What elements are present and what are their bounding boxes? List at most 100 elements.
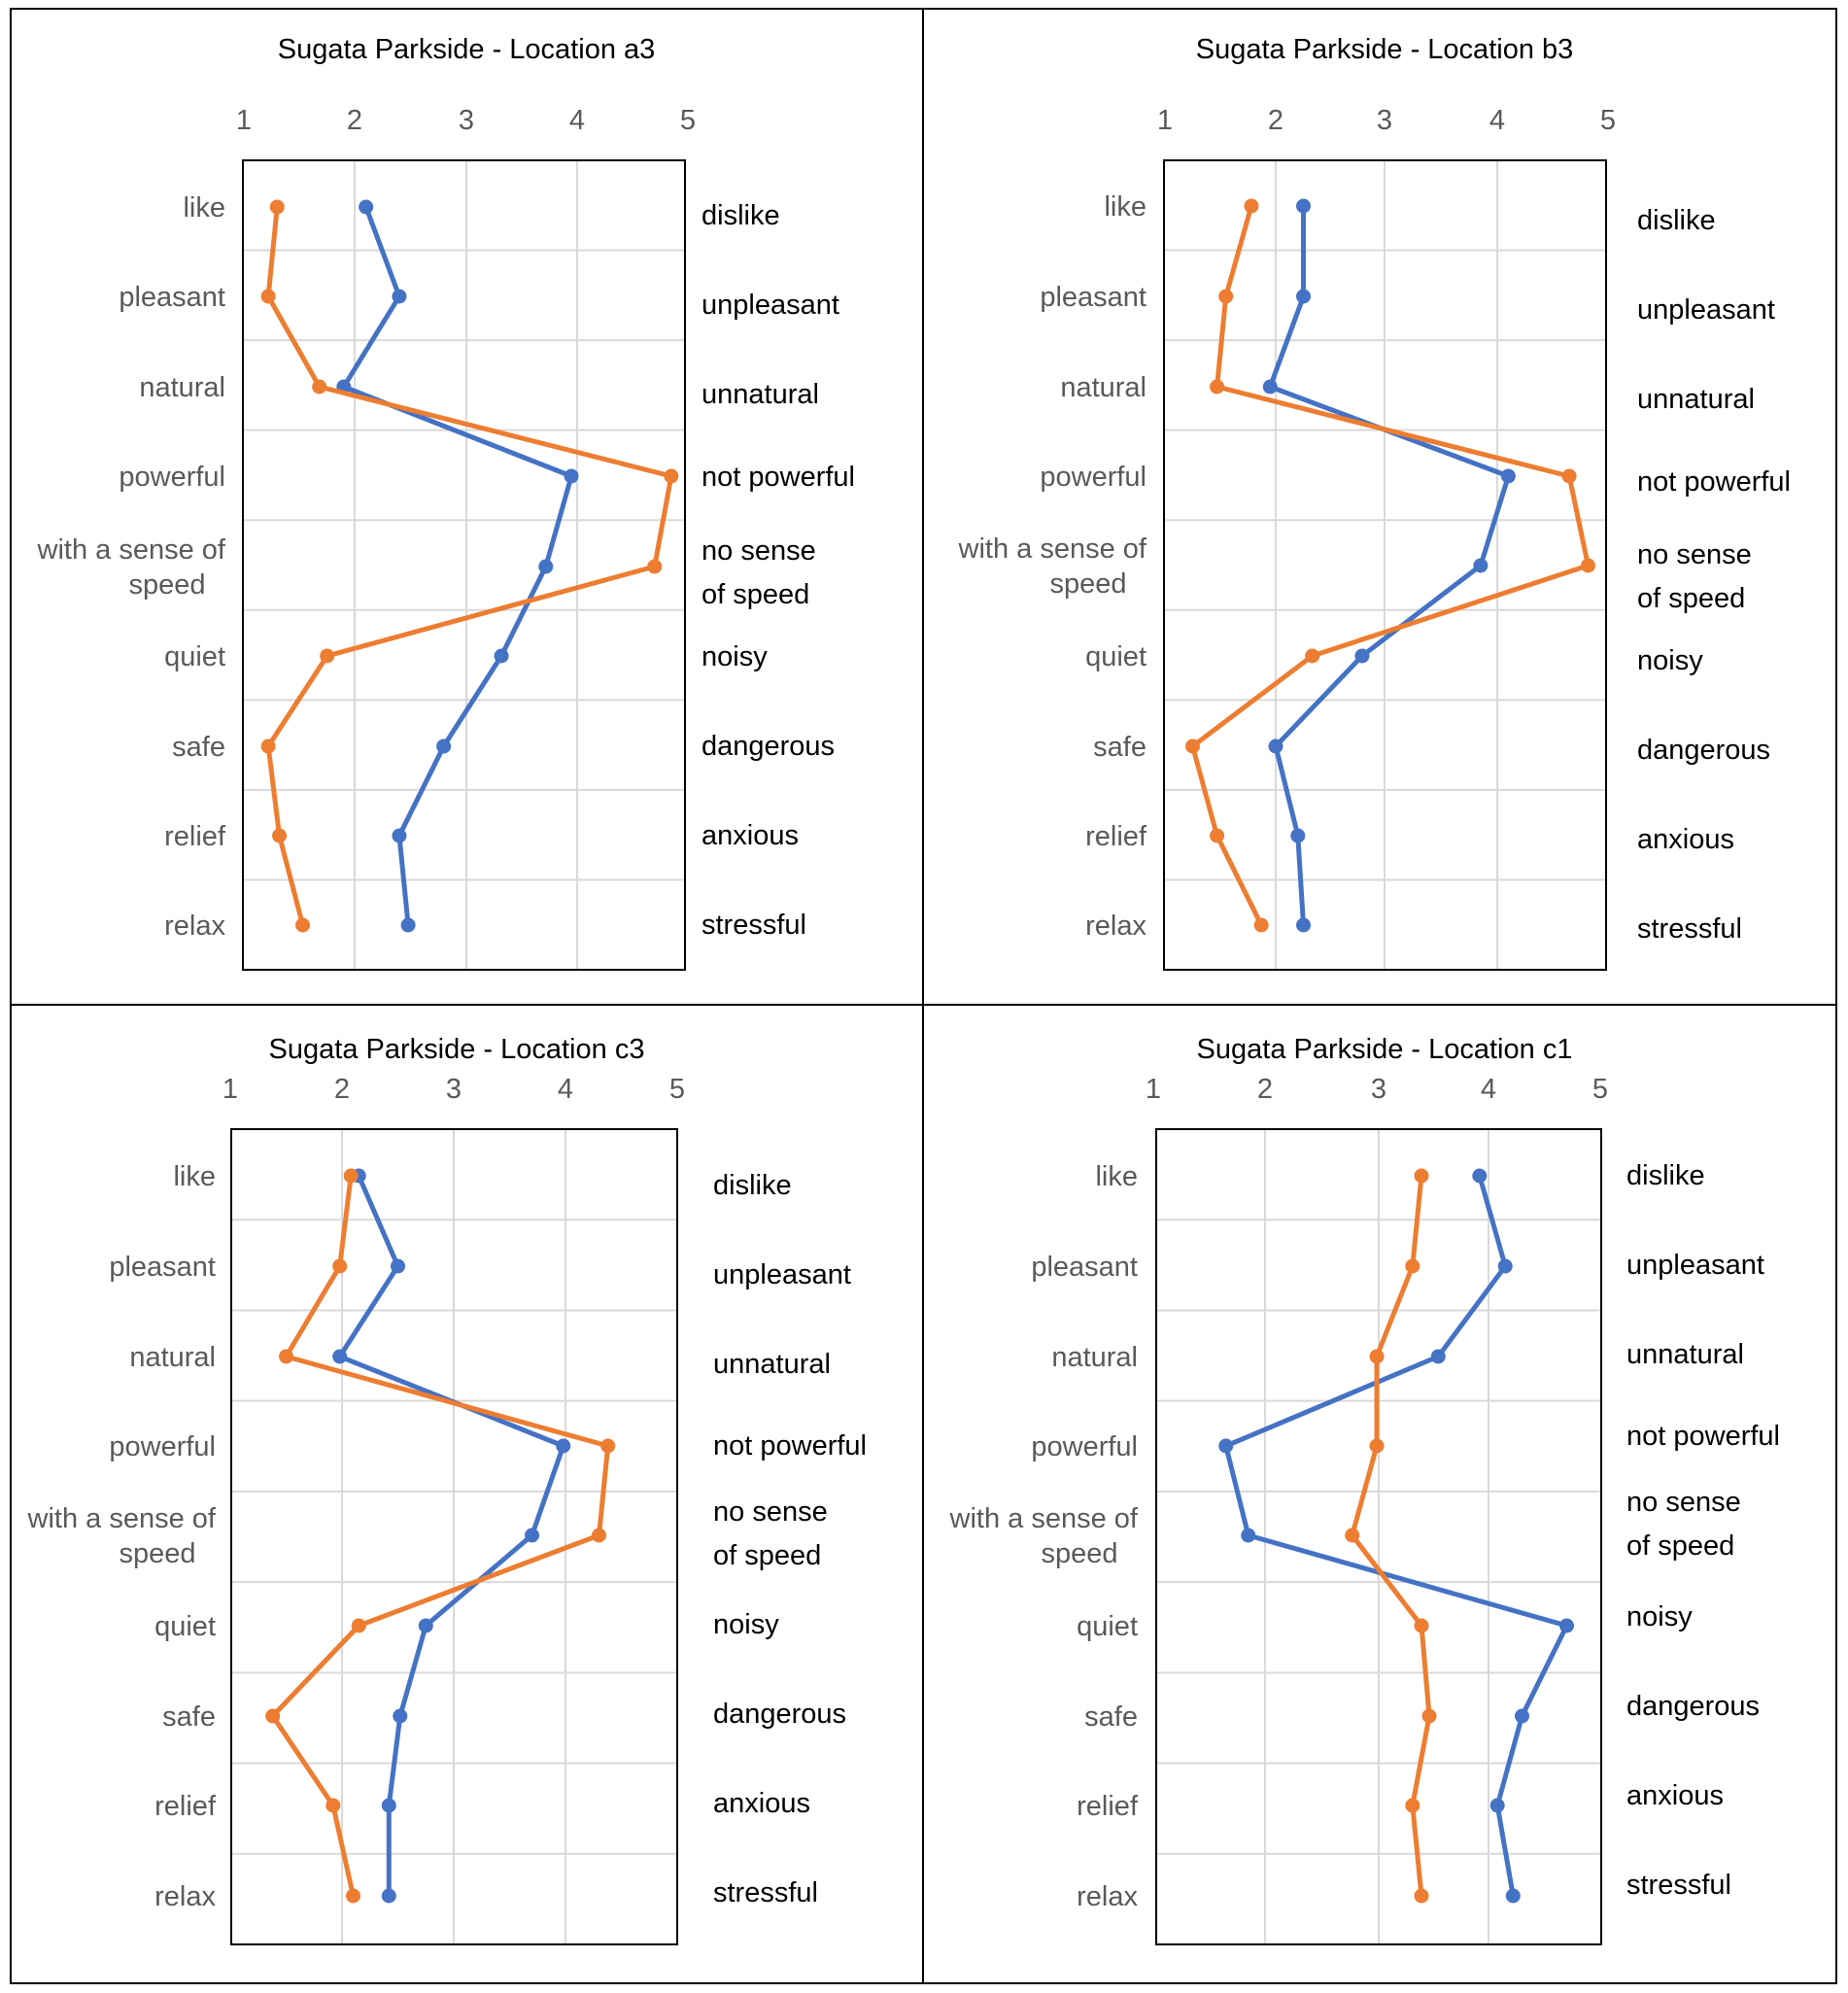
- left-attribute-label: safe: [1093, 732, 1146, 763]
- right-attribute-label: unpleasant: [713, 1259, 851, 1290]
- right-attribute-label: stressful: [1626, 1870, 1731, 1901]
- right-attribute-label: unpleasant: [1626, 1250, 1764, 1281]
- left-attribute-label: with a sense of speed: [958, 533, 1147, 600]
- x-tick-label: 2: [1257, 1074, 1273, 1105]
- data-point-blue: [436, 739, 452, 754]
- left-attribute-label: relief: [1085, 821, 1147, 852]
- data-point-blue: [400, 917, 416, 933]
- plot-area-frame: [242, 159, 686, 971]
- right-attribute-label: dangerous: [702, 731, 835, 762]
- data-point-orange: [1561, 468, 1577, 484]
- left-attribute-label: pleasant: [119, 282, 225, 313]
- left-attribute-label: quiet: [1085, 641, 1146, 672]
- data-point-orange: [1185, 739, 1200, 754]
- right-attribute-label: dangerous: [1626, 1691, 1760, 1722]
- left-attribute-label: relief: [1077, 1791, 1139, 1822]
- right-attribute-label: noisy: [1637, 645, 1703, 676]
- right-attribute-label: noisy: [1626, 1601, 1693, 1632]
- right-attribute-label: anxious: [702, 820, 799, 851]
- x-tick-label: 1: [1157, 105, 1173, 136]
- data-point-orange: [1369, 1349, 1385, 1364]
- data-point-orange: [1580, 558, 1595, 573]
- right-attribute-label: not powerful: [702, 462, 855, 493]
- data-point-blue: [1472, 1168, 1488, 1184]
- x-tick-label: 2: [334, 1074, 350, 1105]
- left-attribute-label: relax: [164, 911, 225, 942]
- x-tick-label: 5: [1600, 105, 1616, 136]
- chart-title: Sugata Parkside - Location a3: [278, 34, 656, 65]
- left-attribute-label: quiet: [1077, 1611, 1138, 1642]
- right-attribute-label: dangerous: [1637, 735, 1770, 766]
- data-point-blue: [1290, 828, 1306, 843]
- left-attribute-label: relax: [154, 1881, 216, 1912]
- data-point-orange: [295, 917, 311, 933]
- left-attribute-label: with a sense of speed: [949, 1503, 1139, 1569]
- data-point-orange: [269, 199, 285, 215]
- left-attribute-label: relief: [154, 1791, 217, 1822]
- right-attribute-label: no sense of speed: [702, 535, 816, 610]
- data-point-orange: [320, 648, 335, 664]
- data-point-blue: [525, 1528, 539, 1543]
- x-tick-label: 3: [446, 1074, 462, 1105]
- data-point-orange: [1405, 1798, 1420, 1813]
- x-tick-label: 5: [1592, 1074, 1608, 1105]
- left-attribute-label: natural: [1060, 372, 1146, 403]
- left-attribute-label: quiet: [154, 1611, 216, 1642]
- left-attribute-label: pleasant: [1031, 1252, 1138, 1283]
- right-attribute-label: dislike: [1626, 1160, 1705, 1191]
- data-point-blue: [1559, 1618, 1574, 1633]
- data-point-orange: [1253, 917, 1269, 933]
- right-attribute-label: unpleasant: [702, 290, 839, 321]
- right-attribute-label: unnatural: [702, 379, 819, 410]
- x-tick-label: 3: [459, 105, 474, 136]
- data-point-orange: [325, 1798, 341, 1813]
- data-point-orange: [346, 1888, 360, 1904]
- data-point-blue: [1241, 1528, 1256, 1543]
- data-point-orange: [343, 1168, 359, 1184]
- data-point-blue: [1497, 1258, 1513, 1274]
- right-attribute-label: dislike: [702, 200, 780, 231]
- data-point-blue: [359, 199, 374, 215]
- right-attribute-label: not powerful: [1637, 466, 1791, 498]
- left-attribute-label: quiet: [164, 641, 225, 672]
- left-attribute-label: safe: [1084, 1701, 1138, 1733]
- data-point-blue: [1354, 648, 1370, 664]
- x-tick-label: 5: [669, 1074, 685, 1105]
- data-point-orange: [1414, 1618, 1429, 1633]
- data-point-orange: [265, 1708, 281, 1724]
- data-point-blue: [418, 1618, 433, 1633]
- x-tick-label: 3: [1377, 105, 1392, 136]
- data-point-orange: [1369, 1438, 1385, 1454]
- data-point-orange: [260, 739, 276, 754]
- right-attribute-label: stressful: [1637, 913, 1742, 945]
- data-point-blue: [393, 1708, 408, 1724]
- right-attribute-label: no sense of speed: [1637, 539, 1752, 614]
- left-attribute-label: pleasant: [1040, 282, 1146, 313]
- chart-panel-3: Sugata Parkside - Location c3 1 2 3 4 5 like pl…: [27, 1034, 867, 1945]
- left-attribute-label: pleasant: [109, 1252, 216, 1283]
- data-point-blue: [1218, 1438, 1234, 1454]
- chart-panel-2: Sugata Parkside - Location b3 1 2 3 4 5 like pl…: [958, 34, 1791, 971]
- data-point-orange: [1345, 1528, 1360, 1543]
- left-attribute-label: relax: [1077, 1881, 1138, 1912]
- data-point-orange: [592, 1528, 606, 1543]
- right-attribute-label: dislike: [713, 1170, 792, 1201]
- plot-area-frame: [1163, 159, 1607, 971]
- data-point-blue: [538, 559, 554, 574]
- x-tick-label: 4: [569, 105, 585, 136]
- left-attribute-label: natural: [139, 372, 225, 403]
- x-tick-label: 2: [347, 105, 362, 136]
- data-point-blue: [392, 289, 407, 304]
- data-point-orange: [1414, 1888, 1429, 1904]
- left-attribute-label: with a sense of speed: [37, 534, 226, 601]
- right-attribute-label: noisy: [702, 641, 768, 672]
- data-point-blue: [564, 468, 579, 484]
- data-point-orange: [312, 379, 327, 395]
- chart-title: Sugata Parkside - Location b3: [1196, 34, 1574, 65]
- data-point-blue: [332, 1349, 348, 1364]
- data-point-blue: [1268, 739, 1283, 754]
- right-attribute-label: dangerous: [713, 1699, 846, 1730]
- data-point-orange: [1210, 828, 1225, 843]
- left-attribute-label: like: [1104, 191, 1146, 223]
